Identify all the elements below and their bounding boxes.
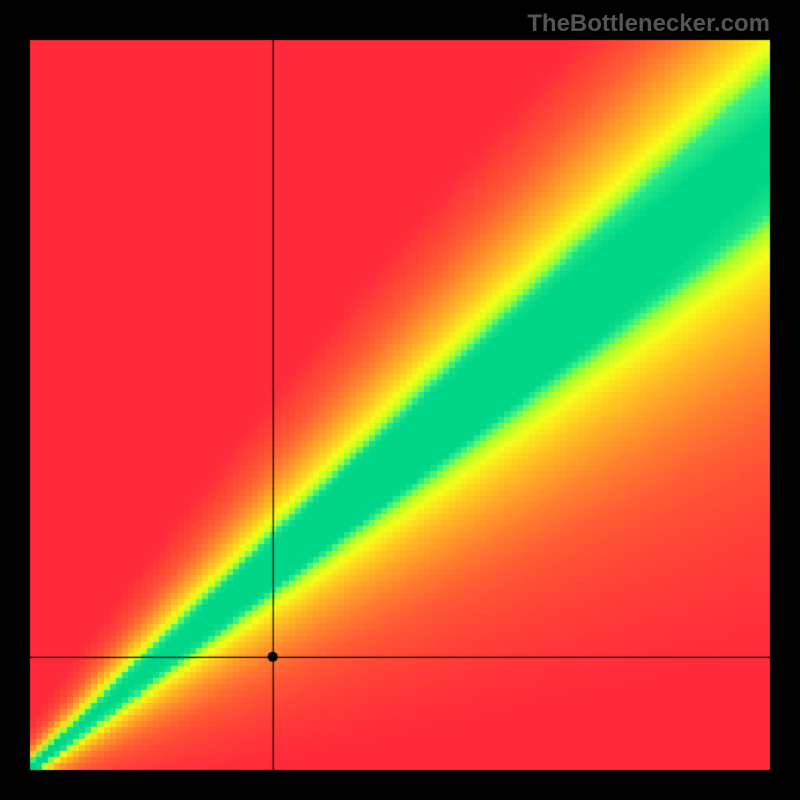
- chart-container: { "watermark": { "text": "TheBottlenecke…: [0, 0, 800, 800]
- watermark-text: TheBottlenecker.com: [527, 10, 770, 38]
- bottleneck-heatmap: [0, 0, 800, 800]
